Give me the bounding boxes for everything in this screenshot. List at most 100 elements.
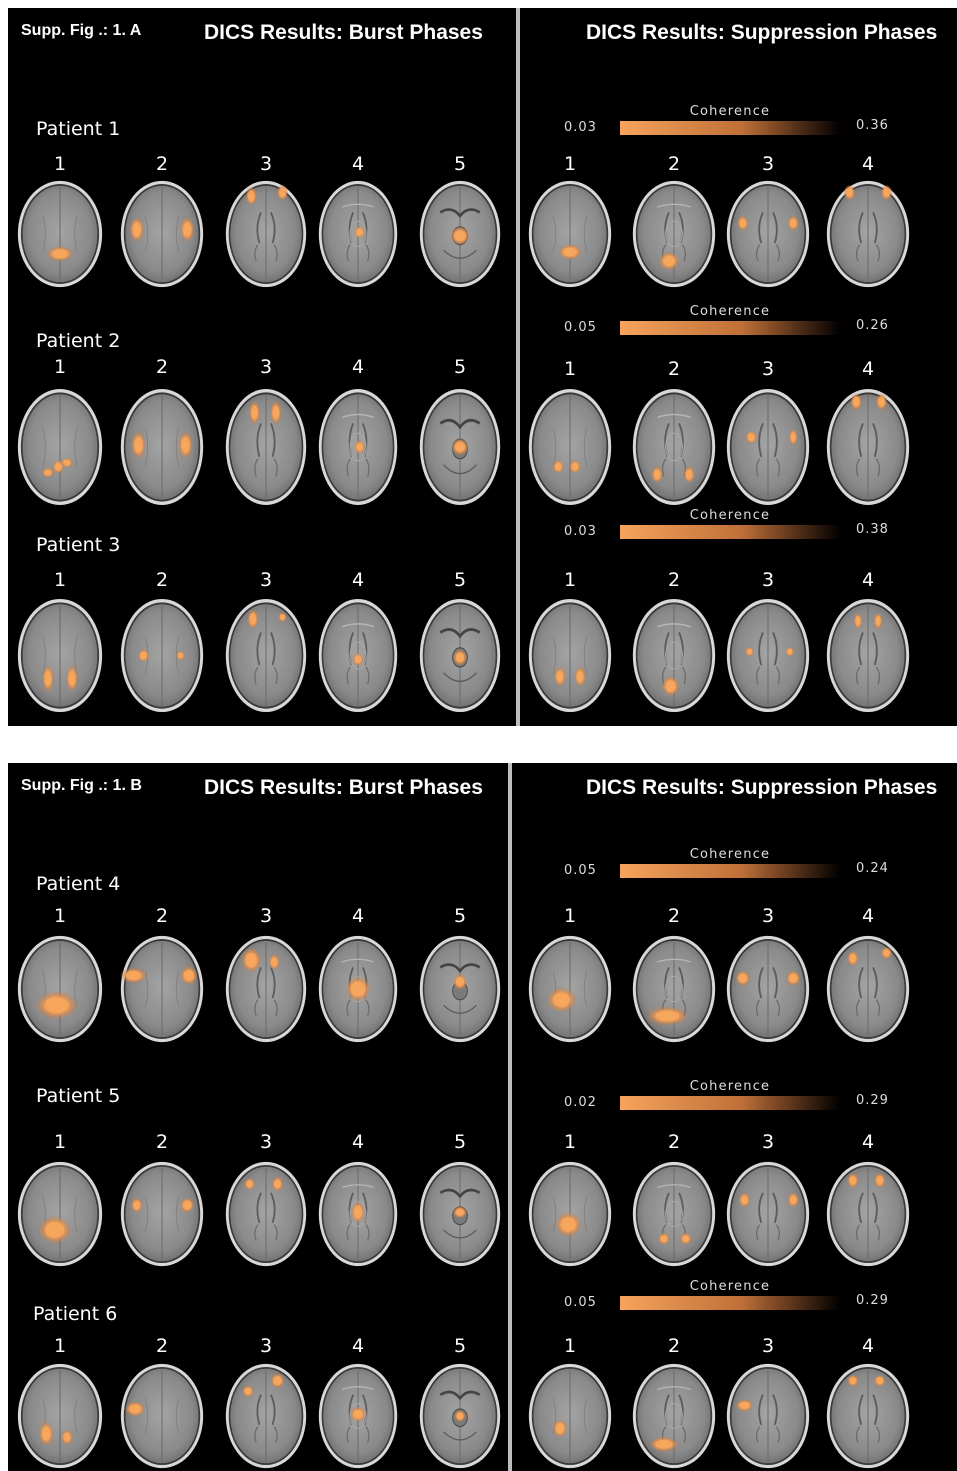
brain-slice-image [419, 935, 501, 1043]
slice-number: 4 [861, 358, 875, 380]
figure-panel: Supp. Fig .: 1. B DICS Results: Burst Pha… [8, 763, 957, 1471]
slice-number: 3 [761, 358, 775, 380]
brain-slice-image [726, 1363, 810, 1469]
suppression-panel-title: DICS Results: Suppression Phases [586, 21, 938, 44]
slice-number: 2 [155, 1131, 169, 1153]
colorbar-min-value: 0.03 [564, 524, 597, 539]
patient-label: Patient 6 [33, 1303, 118, 1325]
slice-number: 3 [761, 1335, 775, 1357]
slice-number: 1 [53, 1131, 67, 1153]
brain-slice-image [120, 388, 204, 506]
slice-number: 2 [155, 569, 169, 591]
suppression-panel-title: DICS Results: Suppression Phases [586, 776, 938, 799]
figure-label: Supp. Fig .: 1. B [21, 777, 142, 794]
slice-number: 5 [453, 356, 467, 378]
brain-slice-image [119, 935, 204, 1043]
slice-number: 2 [667, 1131, 681, 1153]
brain-slice-image [528, 598, 612, 713]
brain-slice-image [826, 935, 910, 1043]
brain-slice-image [826, 388, 910, 506]
brain-slice-image [120, 1161, 204, 1267]
colorbar-max-value: 0.24 [856, 861, 889, 876]
colorbar-max-value: 0.29 [856, 1293, 889, 1308]
brain-slice-image [17, 388, 103, 506]
slice-number: 1 [563, 905, 577, 927]
slice-number: 3 [259, 1131, 273, 1153]
brain-slice-image [419, 1161, 501, 1267]
brain-slice-image [17, 180, 103, 288]
colorbar-min-value: 0.05 [564, 1295, 597, 1310]
patient-label: Patient 2 [36, 330, 121, 352]
slice-number: 4 [861, 905, 875, 927]
slice-number: 5 [453, 569, 467, 591]
brain-slice-image [726, 1161, 810, 1267]
brain-slice-image [419, 388, 501, 506]
brain-slice-image [225, 1363, 307, 1469]
brain-slice-image [726, 598, 810, 713]
slice-number: 3 [761, 1131, 775, 1153]
slice-number: 2 [155, 153, 169, 175]
brain-slice-image [318, 1161, 398, 1267]
slice-number: 4 [351, 1131, 365, 1153]
brain-slice-image [826, 1363, 910, 1469]
brain-slice-image [826, 180, 910, 288]
brain-slice-image [225, 388, 307, 506]
slice-number: 3 [259, 569, 273, 591]
slice-number: 4 [351, 569, 365, 591]
slice-number: 4 [861, 569, 875, 591]
brain-slice-image [632, 388, 716, 506]
colorbar-title: Coherence [689, 1279, 771, 1294]
slice-number: 4 [351, 1335, 365, 1357]
brain-slice-image [225, 180, 307, 288]
slice-number: 5 [453, 905, 467, 927]
slice-number: 3 [761, 153, 775, 175]
brain-slice-image [726, 180, 810, 288]
slice-number: 1 [563, 358, 577, 380]
brain-slice-image [528, 388, 612, 506]
colorbar-title: Coherence [689, 1079, 771, 1094]
brain-slice-image [419, 180, 501, 288]
colorbar-title: Coherence [689, 304, 771, 319]
slice-number: 2 [667, 905, 681, 927]
slice-number: 4 [861, 1335, 875, 1357]
patient-label: Patient 3 [36, 534, 121, 556]
colorbar [620, 1296, 840, 1310]
slice-number: 4 [861, 1131, 875, 1153]
brain-slice-image [726, 388, 810, 506]
slice-number: 5 [453, 1335, 467, 1357]
slice-number: 3 [259, 356, 273, 378]
slice-number: 1 [53, 569, 67, 591]
slice-number: 2 [667, 358, 681, 380]
brain-slice-image [632, 180, 716, 288]
burst-panel-title: DICS Results: Burst Phases [204, 776, 483, 799]
brain-slice-image [528, 180, 612, 288]
slice-number: 4 [351, 153, 365, 175]
slice-number: 1 [563, 569, 577, 591]
burst-panel-title: DICS Results: Burst Phases [204, 21, 483, 44]
patient-label: Patient 4 [36, 873, 121, 895]
slice-number: 2 [667, 153, 681, 175]
slice-number: 2 [155, 1335, 169, 1357]
colorbar [620, 864, 840, 878]
patient-label: Patient 1 [36, 118, 121, 140]
colorbar [620, 121, 840, 135]
brain-slice-image [826, 1161, 910, 1267]
colorbar [620, 1096, 840, 1110]
colorbar-max-value: 0.26 [856, 318, 889, 333]
brain-slice-image [225, 1161, 307, 1267]
colorbar [620, 321, 840, 335]
colorbar-max-value: 0.29 [856, 1093, 889, 1108]
slice-number: 3 [761, 905, 775, 927]
slice-number: 3 [259, 153, 273, 175]
colorbar [620, 525, 840, 539]
slice-number: 2 [155, 356, 169, 378]
brain-slice-image [632, 1161, 716, 1267]
panel-divider [516, 8, 520, 726]
slice-number: 3 [259, 905, 273, 927]
brain-slice-image [17, 598, 103, 713]
slice-number: 2 [155, 905, 169, 927]
slice-number: 1 [563, 1335, 577, 1357]
colorbar-min-value: 0.02 [564, 1095, 597, 1110]
brain-slice-image [318, 1363, 398, 1469]
brain-slice-image [528, 1161, 612, 1267]
